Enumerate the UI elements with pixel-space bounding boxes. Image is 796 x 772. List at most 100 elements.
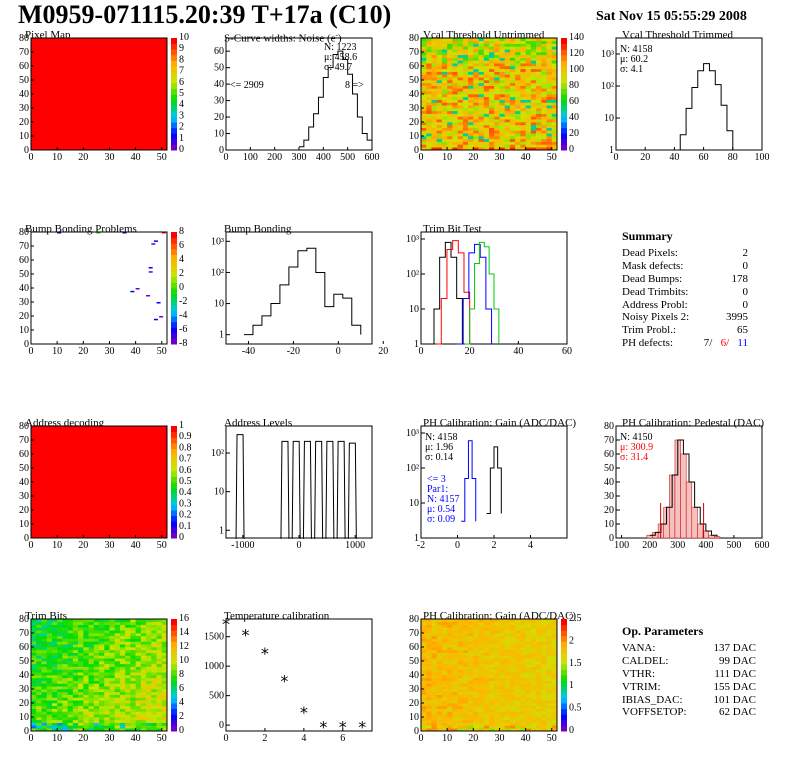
- heatmap-cell: [431, 110, 437, 114]
- ph-gain-line: [486, 446, 502, 515]
- heatmap-cell: [36, 621, 42, 625]
- heatmap-cell: [441, 40, 448, 44]
- heatmap-cell: [509, 635, 516, 639]
- heatmap-cell: [119, 627, 126, 631]
- heatmap-cell: [135, 619, 142, 623]
- heatmap-cell: [31, 683, 37, 687]
- heatmap-cell: [452, 88, 458, 92]
- heatmap-cell: [109, 663, 115, 667]
- heatmap-cell: [462, 694, 469, 698]
- heatmap-cell: [541, 661, 547, 665]
- heatmap-cell: [509, 147, 516, 151]
- op-param-value: 99 DAC: [719, 654, 756, 667]
- heatmap-cell: [447, 661, 453, 665]
- heatmap-cell: [441, 694, 448, 698]
- heatmap-cell: [41, 711, 47, 715]
- heatmap-cell: [541, 43, 547, 47]
- heatmap-cell: [473, 689, 479, 693]
- heatmap-cell: [67, 683, 74, 687]
- heatmap-cell: [489, 624, 495, 628]
- palette-cell: [561, 725, 567, 732]
- data-point: *: [300, 703, 308, 722]
- heatmap-cell: [546, 717, 553, 721]
- heatmap-cell: [462, 638, 469, 642]
- heatmap-cell: [125, 672, 131, 676]
- heatmap-cell: [473, 644, 479, 648]
- heatmap-cell: [46, 703, 53, 707]
- heatmap-cell: [468, 138, 474, 142]
- heatmap-cell: [462, 705, 469, 709]
- palette-cell: [561, 66, 567, 73]
- heatmap-cell: [31, 669, 37, 673]
- heatmap-cell: [546, 683, 553, 687]
- heatmap-cell: [130, 700, 136, 704]
- heatmap-cell: [151, 697, 157, 701]
- heatmap-cell: [541, 144, 547, 148]
- heatmap-cell: [499, 705, 505, 709]
- heatmap-cell: [499, 655, 505, 659]
- heatmap-cell: [436, 638, 443, 642]
- heatmap-cell: [41, 635, 47, 639]
- heatmap-cell: [109, 689, 115, 693]
- heatmap-cell: [457, 99, 464, 103]
- panel-title: Vcal Threshold Untrimmed: [423, 29, 545, 41]
- heatmap-cell: [530, 703, 537, 707]
- heatmap-cell: [530, 119, 537, 123]
- x-tick-label: 2: [262, 733, 267, 744]
- heatmap-cell: [72, 697, 79, 701]
- heatmap-cell: [99, 714, 105, 718]
- palette-label: 2: [179, 268, 184, 279]
- heatmap-cell: [504, 635, 511, 639]
- heatmap-cell: [41, 641, 47, 645]
- heatmap-cell: [125, 680, 131, 684]
- stat-label: N: 4158: [425, 432, 458, 443]
- palette-label: 0.5: [179, 476, 192, 487]
- heatmap-cell: [541, 110, 547, 114]
- heatmap-cell: [46, 719, 53, 723]
- heatmap-cell: [468, 644, 474, 648]
- heatmap-cell: [431, 697, 437, 701]
- y-tick-label: 10: [214, 129, 224, 140]
- heatmap-cell: [41, 624, 47, 628]
- heatmap-cell: [457, 68, 464, 72]
- heatmap-cell: [541, 705, 547, 709]
- heatmap-cell: [93, 689, 100, 693]
- heatmap-cell: [515, 113, 521, 117]
- heatmap-cell: [525, 689, 532, 693]
- heatmap-cell: [478, 691, 485, 695]
- heatmap-cell: [525, 694, 532, 698]
- heatmap-cell: [489, 672, 495, 676]
- heatmap-cell: [426, 686, 432, 690]
- heatmap-cell: [494, 147, 500, 151]
- defect-mark: [135, 288, 140, 290]
- heatmap-cell: [483, 77, 490, 81]
- heatmap-cell: [99, 694, 105, 698]
- heatmap-cell: [41, 691, 47, 695]
- heatmap-cell: [46, 728, 53, 732]
- par-label: N: 4157: [427, 494, 460, 505]
- heatmap-cell: [156, 624, 163, 628]
- heatmap-cell: [530, 638, 537, 642]
- heatmap-cell: [447, 46, 453, 50]
- heatmap-cell: [457, 91, 464, 95]
- heatmap-cell: [483, 96, 490, 100]
- heatmap-cell: [421, 43, 427, 47]
- heatmap-cell: [161, 725, 168, 729]
- heatmap-cell: [462, 728, 469, 732]
- heatmap-cell: [104, 675, 110, 679]
- heatmap-cell: [88, 627, 95, 631]
- palette-label: 1: [179, 133, 184, 144]
- palette-cell: [171, 714, 177, 721]
- heatmap-cell: [478, 110, 485, 114]
- heatmap-cell: [489, 666, 495, 670]
- heatmap-cell: [489, 647, 495, 651]
- heatmap-cell: [546, 669, 553, 673]
- x-tick-label: 0: [419, 152, 424, 163]
- heatmap-cell: [431, 619, 437, 623]
- panel-title: Address Levels: [224, 417, 293, 429]
- heatmap-cell: [509, 717, 516, 721]
- heatmap-cell: [489, 694, 495, 698]
- heatmap-cell: [140, 619, 147, 623]
- heatmap-cell: [93, 680, 100, 684]
- heatmap-cell: [447, 714, 453, 718]
